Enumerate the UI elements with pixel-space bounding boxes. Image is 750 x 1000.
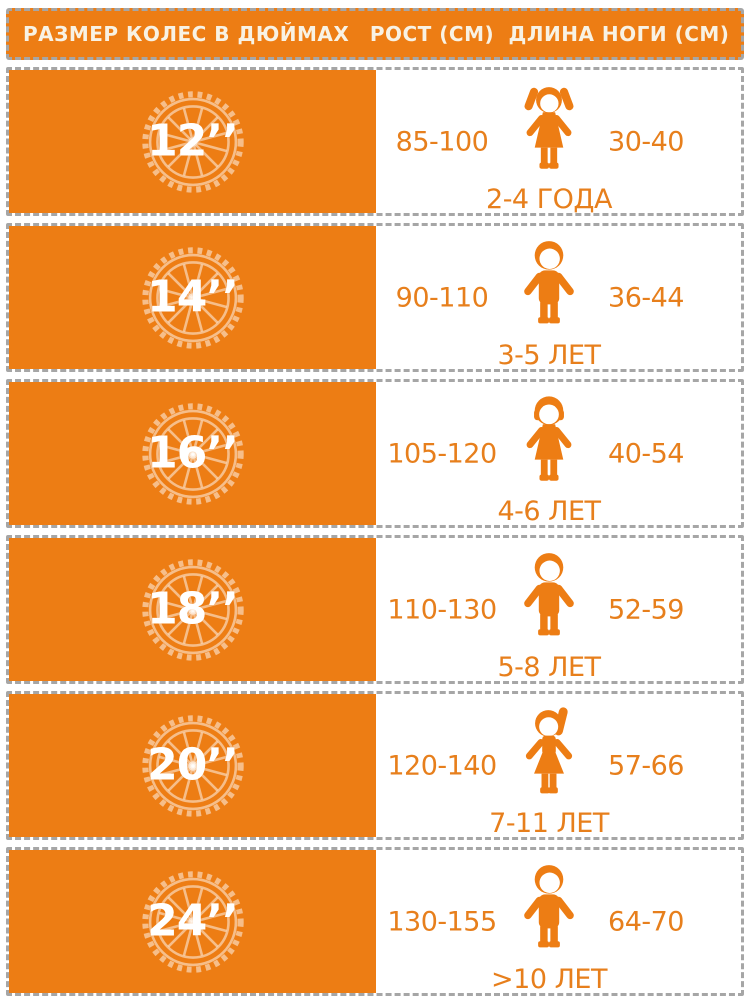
leg-length-range: 40-54 (608, 438, 684, 469)
table-row: 20’’ 120-140 7-11 ЛЕТ 57-66 (6, 691, 744, 840)
wheel-size-cell: 24’’ (9, 850, 376, 993)
wheel-size-label: 12’’ (147, 114, 239, 166)
wheel-size-cell: 20’’ (9, 694, 376, 837)
age-range: >10 ЛЕТ (491, 964, 607, 995)
table-row: 16’’ 105-120 4-6 ЛЕТ 40-54 (6, 379, 744, 528)
column-header-height: РОСТ (СМ) (369, 22, 495, 46)
column-header-leg-length: ДЛИНА НОГИ (СМ) (508, 22, 730, 46)
wheel-size-cell: 12’’ (9, 70, 376, 213)
wheel-size-label: 18’’ (147, 582, 239, 634)
age-range: 3-5 ЛЕТ (497, 340, 601, 371)
table-row: 18’’ 110-130 5-8 ЛЕТ 52-59 (6, 535, 744, 684)
height-range: 105-120 (387, 438, 497, 469)
leg-length-range: 52-59 (608, 594, 684, 625)
child-column: 7-11 ЛЕТ (489, 694, 609, 839)
height-range: 110-130 (387, 594, 497, 625)
age-range: 2-4 ГОДА (486, 184, 612, 215)
wheel-size-cell: 14’’ (9, 226, 376, 369)
leg-length-range: 57-66 (608, 750, 684, 781)
boy-icon (511, 237, 587, 339)
leg-length-range: 30-40 (608, 126, 684, 157)
height-range: 90-110 (395, 282, 489, 313)
wheel-size-label: 20’’ (147, 738, 239, 790)
boy-icon (511, 861, 587, 963)
wheel-size-label: 24’’ (147, 894, 239, 946)
height-range: 85-100 (395, 126, 489, 157)
wheel-size-label: 14’’ (147, 270, 239, 322)
child-column: 4-6 ЛЕТ (494, 382, 604, 527)
girl-ponytail-icon (511, 705, 587, 807)
wheel-size-cell: 18’’ (9, 538, 376, 681)
girl-bob-icon (511, 393, 587, 495)
row-info-cell: 105-120 4-6 ЛЕТ 40-54 (376, 382, 741, 527)
row-info-cell: 110-130 5-8 ЛЕТ 52-59 (376, 538, 741, 683)
column-header-wheel-size: РАЗМЕР КОЛЕС В ДЮЙМАХ (23, 22, 350, 46)
table-row: 14’’ 90-110 3-5 ЛЕТ 36-44 (6, 223, 744, 372)
row-info-cell: 85-100 2-4 ГОДА 30-40 (376, 70, 741, 215)
child-column: >10 ЛЕТ (491, 850, 607, 995)
age-range: 4-6 ЛЕТ (497, 496, 601, 527)
wheel-size-cell: 16’’ (9, 382, 376, 525)
height-range: 130-155 (387, 906, 497, 937)
table-header: РАЗМЕР КОЛЕС В ДЮЙМАХ РОСТ (СМ) ДЛИНА НО… (6, 8, 744, 60)
table-row: 24’’ 130-155 >10 ЛЕТ 64-70 (6, 847, 744, 996)
child-column: 3-5 ЛЕТ (494, 226, 604, 371)
leg-length-range: 36-44 (608, 282, 684, 313)
age-range: 7-11 ЛЕТ (489, 808, 609, 839)
wheel-size-label: 16’’ (147, 426, 239, 478)
child-column: 5-8 ЛЕТ (494, 538, 604, 683)
child-column: 2-4 ГОДА (486, 70, 612, 215)
height-range: 120-140 (387, 750, 497, 781)
leg-length-range: 64-70 (608, 906, 684, 937)
row-info-cell: 130-155 >10 ЛЕТ 64-70 (376, 850, 741, 995)
row-info-cell: 90-110 3-5 ЛЕТ 36-44 (376, 226, 741, 371)
boy-icon (511, 549, 587, 651)
age-range: 5-8 ЛЕТ (497, 652, 601, 683)
girl-pigtails-icon (511, 81, 587, 183)
table-row: 12’’ 85-100 2-4 ГОДА 30-40 (6, 67, 744, 216)
row-info-cell: 120-140 7-11 ЛЕТ 57-66 (376, 694, 741, 839)
